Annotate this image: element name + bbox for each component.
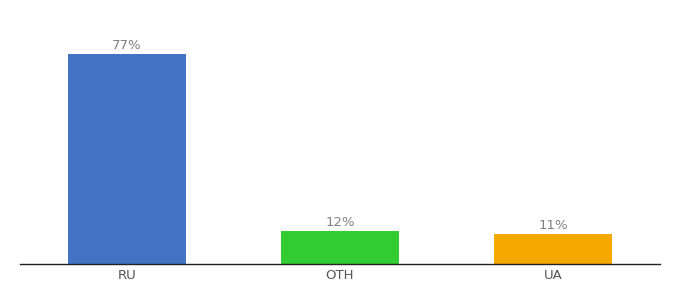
Bar [494, 234, 612, 264]
Text: 11%: 11% [539, 219, 568, 232]
Bar [282, 231, 398, 264]
Bar [68, 54, 186, 264]
Text: 12%: 12% [325, 216, 355, 229]
Text: 77%: 77% [112, 39, 141, 52]
